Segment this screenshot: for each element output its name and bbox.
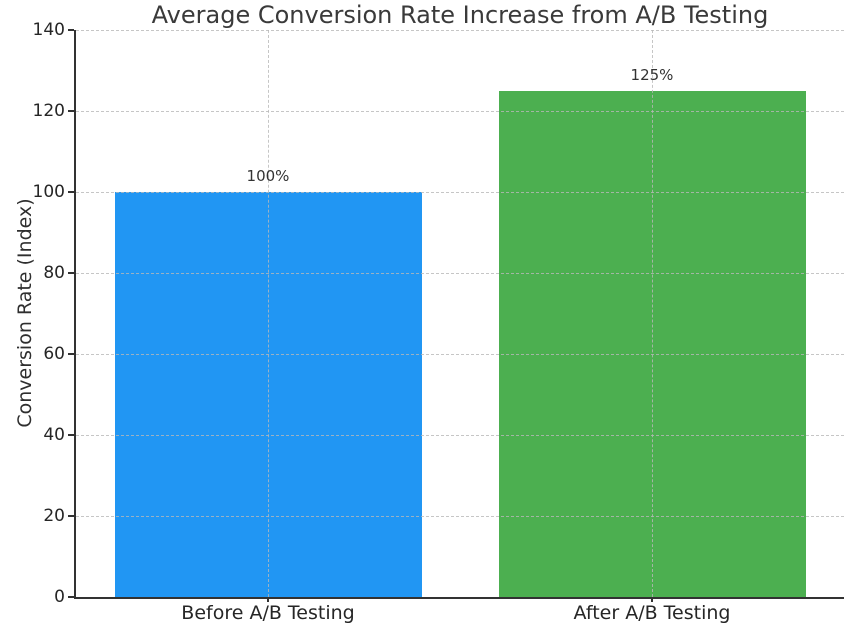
x-tick-label-1: Before A/B Testing [181,602,355,624]
chart-title: Average Conversion Rate Increase from A/… [151,1,769,29]
bar-value-label-2: 125% [630,65,674,84]
y-tick-80 [68,272,74,274]
y-tick-label-0: 0 [54,587,65,607]
y-tick-140 [68,29,74,31]
y-tick-120 [68,110,74,112]
y-tick-label-120: 120 [32,101,65,121]
plot-area: 100% 125% [74,30,844,599]
y-tick-label-60: 60 [43,344,65,364]
x-tick-label-2: After A/B Testing [573,602,731,624]
y-tick-0 [68,596,74,598]
y-tick-60 [68,353,74,355]
bar-value-label-1: 100% [246,167,290,185]
y-tick-20 [68,515,74,517]
y-tick-label-80: 80 [43,263,65,283]
y-tick-100 [68,191,74,193]
y-tick-label-40: 40 [43,425,65,445]
y-axis-title: Conversion Rate (Index) [14,198,36,428]
y-tick-label-140: 140 [32,20,65,40]
y-tick-40 [68,434,74,436]
y-tick-label-100: 100 [32,182,65,202]
y-tick-label-20: 20 [43,506,65,526]
x-tick-1 [267,597,269,602]
x-tick-2 [651,597,653,602]
bar-1 [114,192,422,597]
gridline-y-140 [76,30,844,31]
bar-2 [498,90,806,597]
